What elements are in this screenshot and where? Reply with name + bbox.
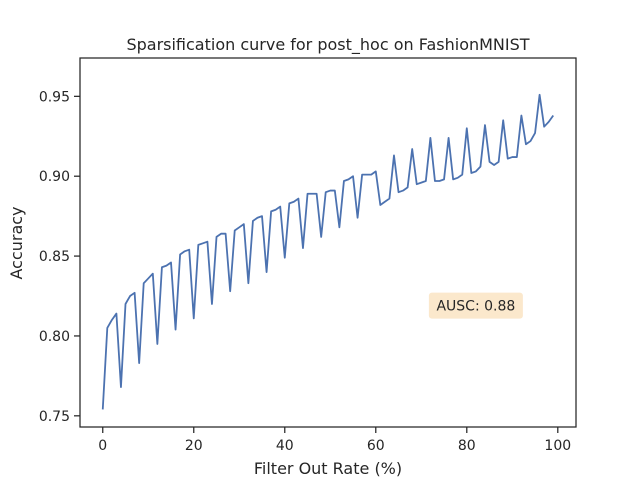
chart-title: Sparsification curve for post_hoc on Fas… [126,35,529,55]
x-tick-label: 20 [185,438,203,454]
x-tick-label: 0 [98,438,107,454]
x-tick-label: 100 [544,438,571,454]
x-tick-label: 40 [276,438,294,454]
y-tick-label: 0.95 [39,89,70,105]
x-tick-label: 60 [367,438,385,454]
y-tick-label: 0.90 [39,169,70,185]
axes-frame [79,57,577,428]
x-axis: 0 20 40 60 80 100 [98,427,571,454]
ausc-annotation: AUSC: 0.88 [428,292,523,319]
sparsification-curve-line [101,93,554,410]
annotation-box [428,292,523,319]
y-axis: 0.75 0.80 0.85 0.90 0.95 [39,89,80,425]
y-tick-label: 0.75 [39,409,70,425]
y-tick-label: 0.80 [39,329,70,345]
plot-area [101,93,554,410]
x-axis-label: Filter Out Rate (%) [254,459,402,478]
y-tick-label: 0.85 [39,249,70,265]
annotation-text: AUSC: 0.88 [436,299,515,315]
x-tick-label: 80 [458,438,476,454]
y-axis-label: Accuracy [7,206,26,279]
